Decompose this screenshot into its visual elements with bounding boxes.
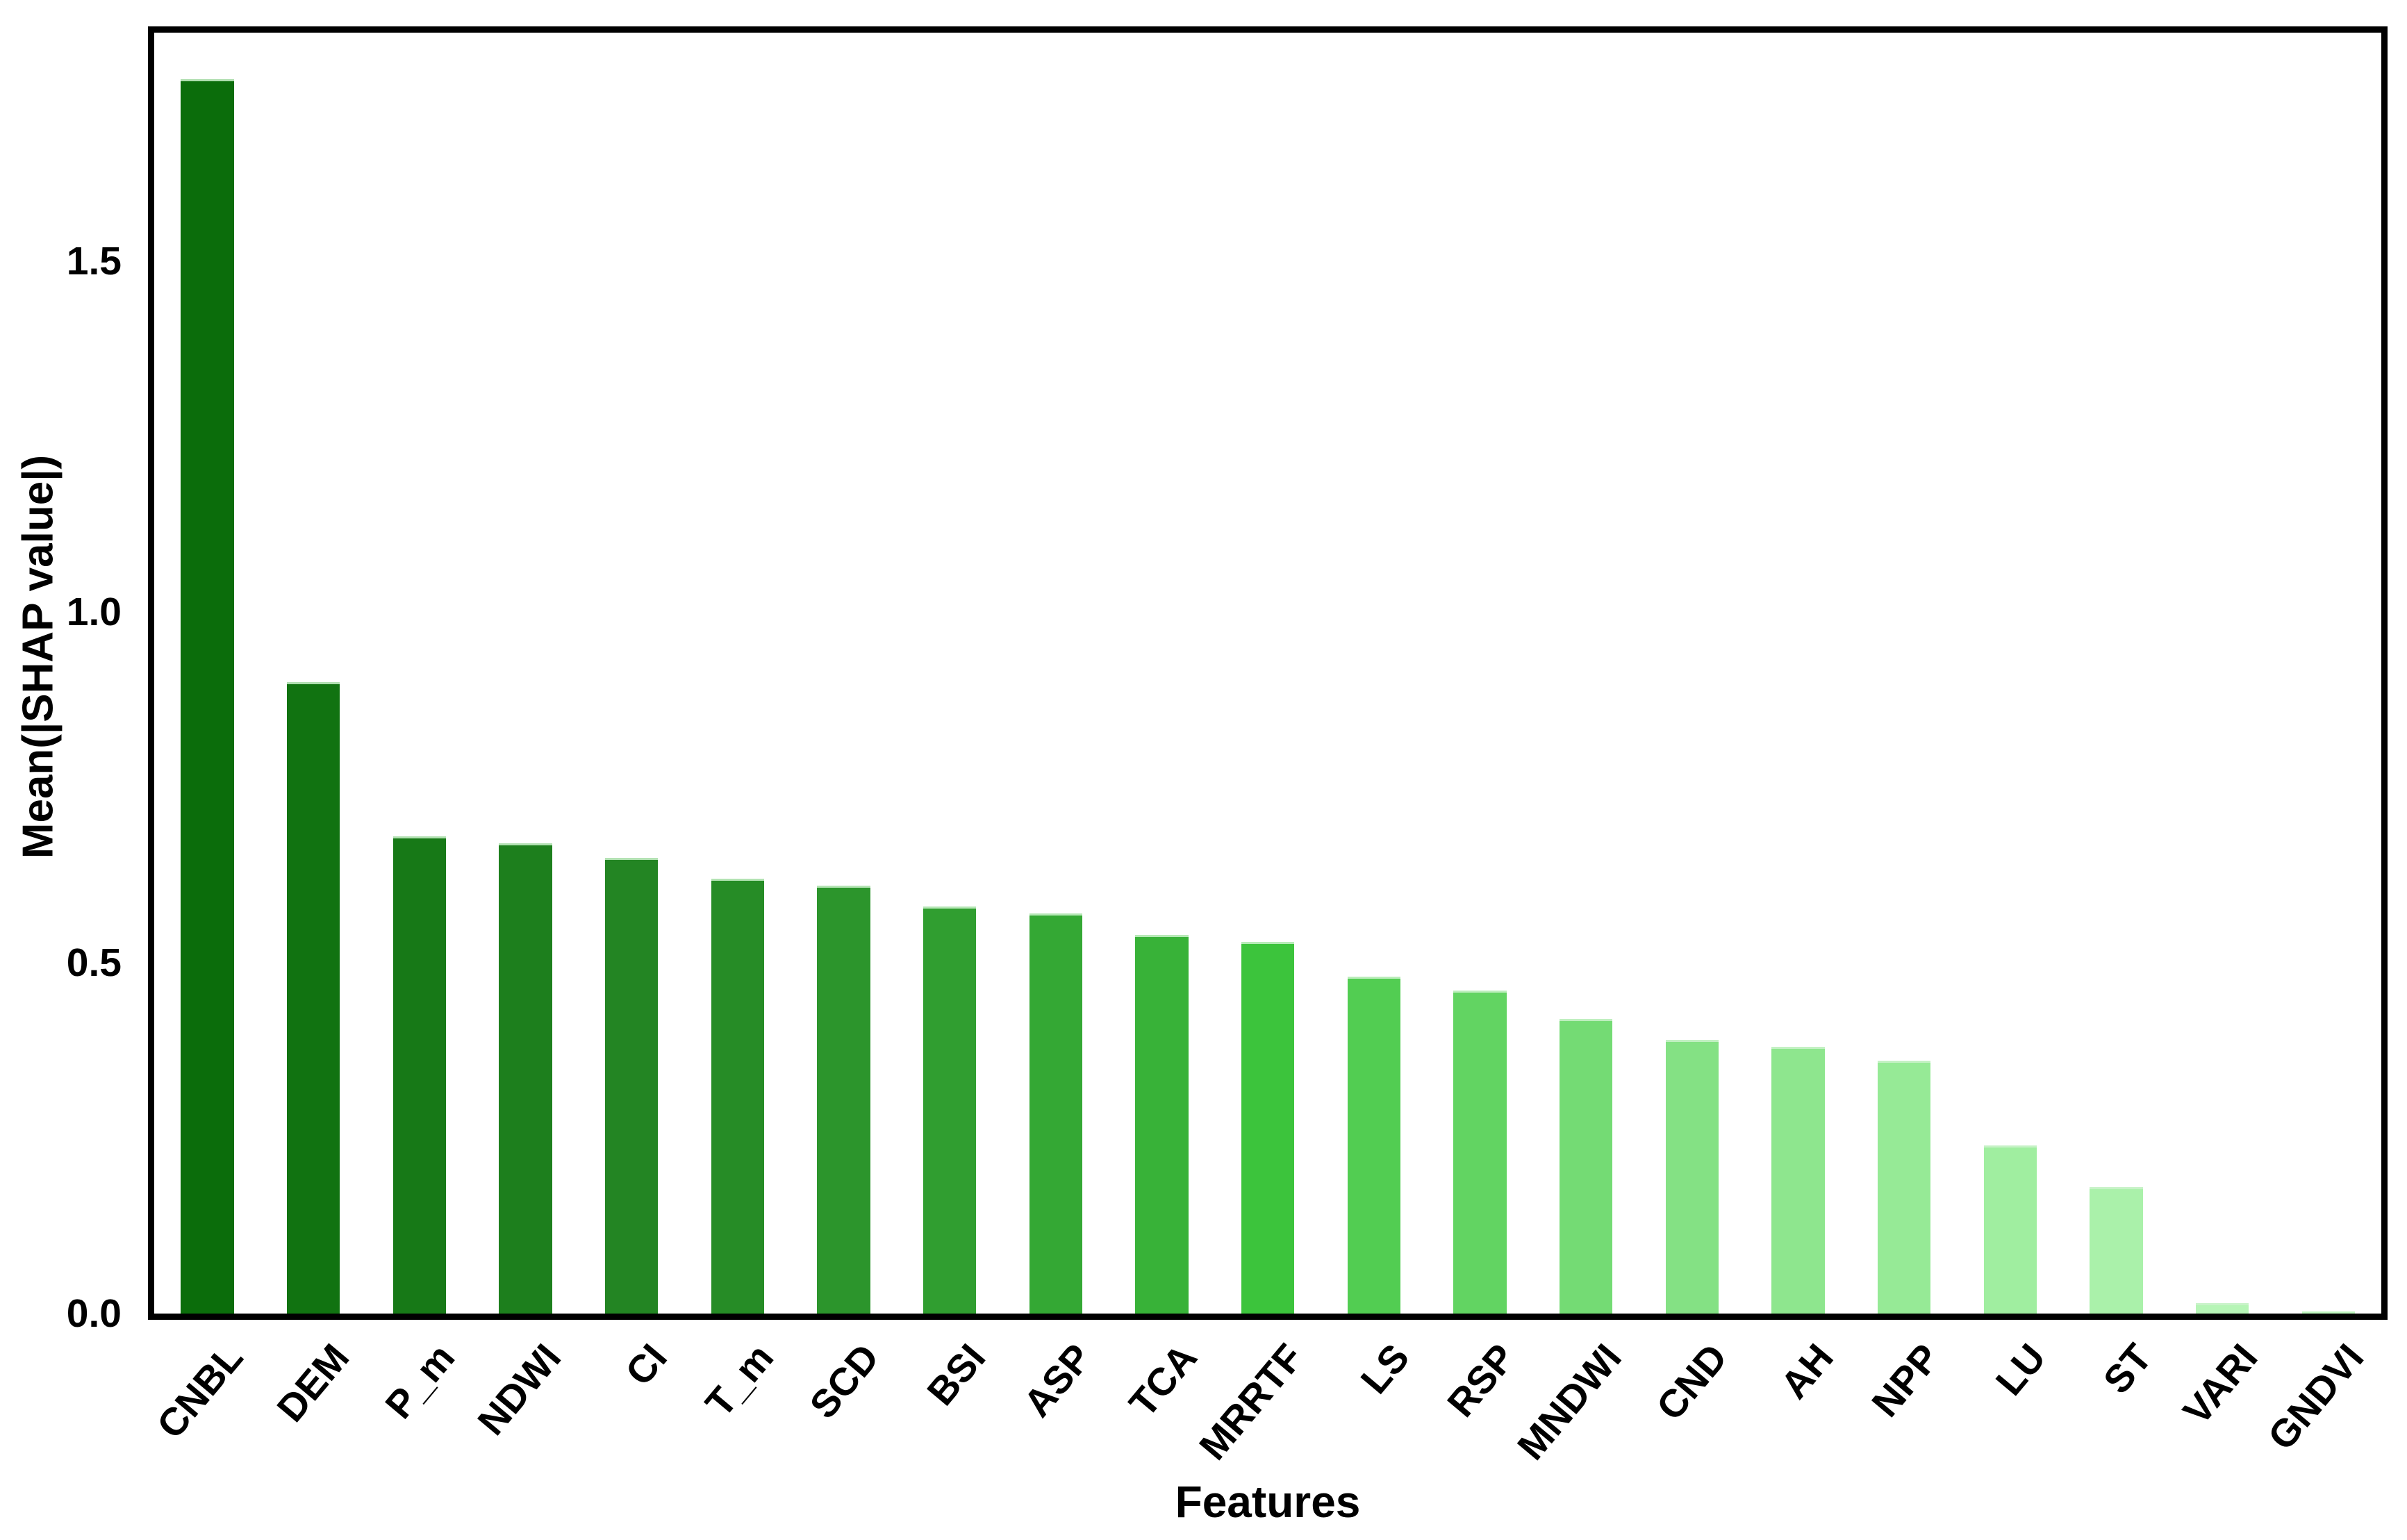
- bar-slot-NPP: [1851, 33, 1958, 1314]
- bar-CNBL: [181, 78, 234, 1314]
- bar-ASP: [1029, 913, 1082, 1314]
- xtick-label-RSP: RSP: [1439, 1335, 1524, 1425]
- ytick-label-1.0: 1.0: [66, 590, 122, 635]
- bar-slot-GNDVI: [2275, 33, 2381, 1314]
- bar-AH: [1771, 1047, 1825, 1314]
- xtick-label-DEM: DEM: [267, 1335, 358, 1430]
- xtick-label-AH: AH: [1772, 1335, 1842, 1407]
- bars-container: [154, 33, 2381, 1314]
- xtick-label-MRRTF: MRRTF: [1190, 1335, 1312, 1468]
- bar-CND: [1665, 1040, 1719, 1314]
- bar-slot-MRRTF: [1215, 33, 1321, 1314]
- bar-slot-MNDWI: [1533, 33, 1639, 1314]
- bar-slot-AH: [1745, 33, 1851, 1314]
- bar-TCA: [1135, 934, 1189, 1314]
- bar-DEM: [286, 682, 340, 1314]
- xtick-label-BSI: BSI: [918, 1335, 994, 1414]
- bar-slot-ST: [2063, 33, 2169, 1314]
- bar-slot-RSP: [1427, 33, 1533, 1314]
- bar-slot-P_m: [366, 33, 472, 1314]
- bar-slot-BSI: [897, 33, 1003, 1314]
- bar-VARI: [2195, 1302, 2249, 1314]
- bar-NDWI: [499, 843, 552, 1314]
- xtick-label-SCD: SCD: [801, 1335, 888, 1427]
- xtick-label-NPP: NPP: [1862, 1335, 1949, 1425]
- bar-SCD: [817, 886, 870, 1314]
- bar-slot-LS: [1321, 33, 1427, 1314]
- xtick-label-VARI: VARI: [2174, 1335, 2267, 1433]
- bar-BSI: [923, 906, 977, 1314]
- plot-frame: [148, 26, 2388, 1320]
- y-axis-title: Mean(|SHAP value|): [14, 454, 63, 859]
- bar-NPP: [1877, 1061, 1931, 1314]
- xtick-label-T_m: T_m: [696, 1335, 781, 1425]
- x-axis-title: Features: [1175, 1477, 1361, 1527]
- xtick-label-ST: ST: [2094, 1335, 2160, 1402]
- ytick-label-1.5: 1.5: [66, 239, 122, 284]
- xtick-label-TCA: TCA: [1120, 1335, 1206, 1425]
- bar-P_m: [392, 836, 446, 1314]
- xtick-label-CND: CND: [1648, 1335, 1736, 1429]
- bar-T_m: [711, 878, 764, 1314]
- bar-slot-CND: [1639, 33, 1745, 1314]
- bar-GNDVI: [2301, 1311, 2355, 1314]
- xtick-label-GNDVI: GNDVI: [2259, 1335, 2372, 1459]
- xtick-label-MNDWI: MNDWI: [1508, 1335, 1630, 1468]
- bar-slot-TCA: [1109, 33, 1215, 1314]
- ytick-label-0.5: 0.5: [66, 941, 122, 986]
- bar-slot-DEM: [260, 33, 367, 1314]
- bar-RSP: [1453, 991, 1507, 1314]
- bar-slot-VARI: [2169, 33, 2276, 1314]
- bar-LS: [1347, 977, 1400, 1314]
- bar-slot-LU: [1957, 33, 2063, 1314]
- bar-slot-CNBL: [154, 33, 260, 1314]
- bar-CI: [604, 857, 659, 1314]
- bar-slot-CI: [579, 33, 685, 1314]
- xtick-label-NDWI: NDWI: [469, 1335, 570, 1443]
- bar-slot-ASP: [1002, 33, 1109, 1314]
- bar-LU: [1983, 1145, 2037, 1314]
- bar-MNDWI: [1559, 1018, 1613, 1314]
- xtick-label-LU: LU: [1987, 1335, 2054, 1404]
- bar-MRRTF: [1241, 941, 1295, 1314]
- xtick-label-CI: CI: [616, 1335, 676, 1394]
- xtick-label-LS: LS: [1352, 1335, 1418, 1402]
- bar-slot-T_m: [684, 33, 791, 1314]
- xtick-label-CNBL: CNBL: [148, 1335, 251, 1447]
- bar-ST: [2090, 1187, 2143, 1314]
- xtick-label-P_m: P_m: [377, 1335, 463, 1427]
- xtick-label-ASP: ASP: [1014, 1335, 1100, 1425]
- bar-slot-NDWI: [472, 33, 579, 1314]
- bar-slot-SCD: [791, 33, 897, 1314]
- ytick-label-0.0: 0.0: [66, 1291, 122, 1336]
